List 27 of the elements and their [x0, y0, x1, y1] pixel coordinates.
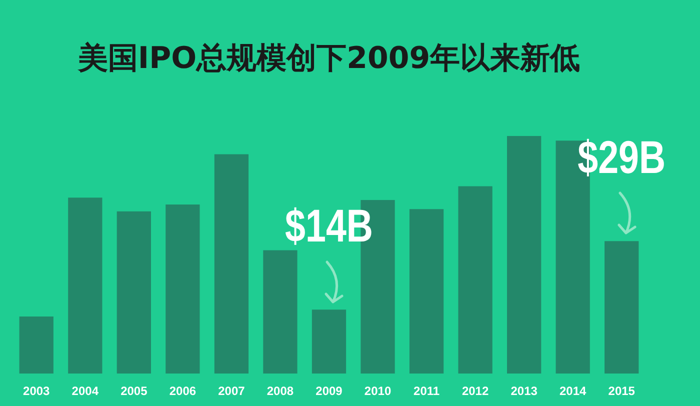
bar	[214, 154, 249, 374]
x-tick-label: 2008	[266, 384, 294, 398]
bar	[166, 204, 200, 374]
data-label: $14B	[285, 199, 373, 252]
x-tick-label: 2006	[169, 384, 196, 398]
x-tick-label: 2007	[218, 384, 246, 398]
bar	[312, 310, 346, 374]
bar	[604, 241, 639, 374]
x-tick-label: 2009	[316, 384, 343, 398]
bar	[116, 211, 151, 374]
bar	[409, 209, 444, 374]
bar	[19, 316, 54, 374]
bar	[68, 198, 102, 374]
x-tick-label: 2010	[364, 384, 392, 398]
x-tick-label: 2004	[72, 384, 99, 398]
chart-title: 美国IPO总规模创下2009年以来新低	[76, 40, 580, 76]
x-tick-label: 2012	[462, 384, 489, 398]
x-tick-label: 2014	[559, 384, 587, 398]
x-tick-label: 2015	[608, 384, 636, 398]
x-tick-label: 2011	[414, 384, 440, 398]
x-tick-label: 2003	[23, 384, 50, 398]
x-tick-label: 2013	[510, 384, 538, 398]
x-tick-label: 2005	[120, 384, 148, 398]
bar	[263, 250, 298, 374]
data-label: $29B	[578, 130, 666, 183]
bar	[458, 186, 492, 374]
bar	[507, 136, 542, 374]
